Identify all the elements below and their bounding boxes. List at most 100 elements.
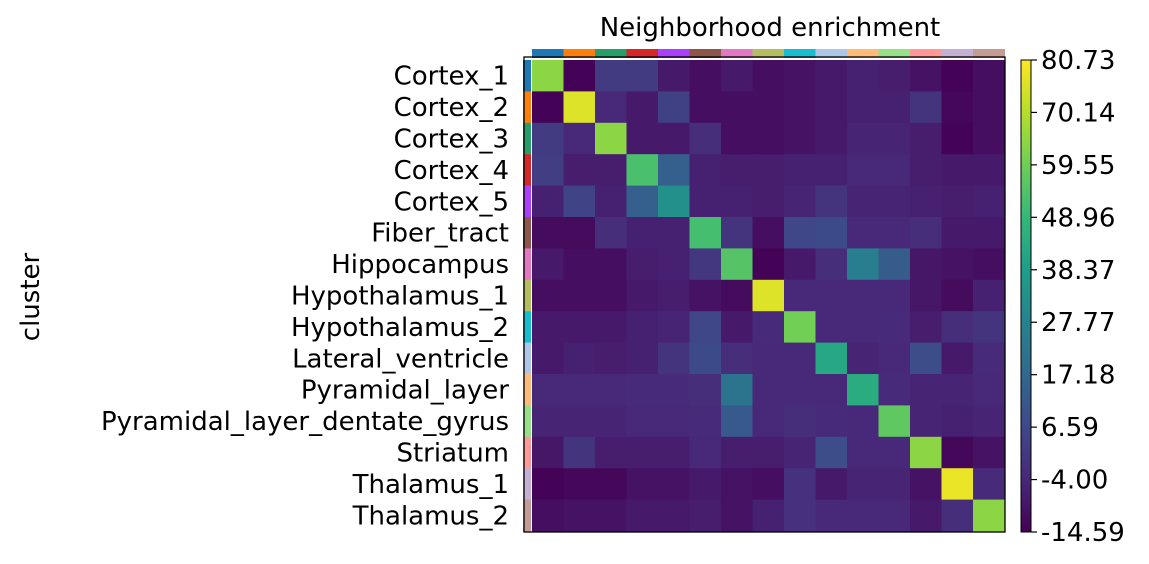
heatmap-cell (595, 217, 627, 249)
heatmap-cell (532, 60, 564, 92)
y-axis-label: cluster (16, 252, 46, 341)
heatmap-cell (878, 279, 911, 312)
heatmap-cell (658, 499, 690, 532)
heatmap-cell (878, 311, 911, 344)
heatmap-cell (973, 499, 1005, 532)
heatmap-cell (847, 374, 879, 406)
heatmap-cell (689, 217, 722, 249)
heatmap-cell (752, 60, 785, 92)
heatmap-cell (532, 311, 564, 344)
heatmap-cell (910, 311, 942, 344)
heatmap-cell (563, 342, 596, 375)
column-color-0 (532, 49, 564, 58)
heatmap-cell (752, 185, 785, 218)
heatmap-cell (847, 468, 879, 501)
heatmap-cell (626, 217, 659, 249)
heatmap-cell (847, 405, 879, 438)
heatmap-cell (784, 342, 816, 375)
heatmap-cell (815, 217, 848, 249)
heatmap-cell (658, 185, 690, 218)
heatmap-cell (910, 374, 942, 406)
heatmap-cell (784, 468, 816, 501)
heatmap-cell (847, 499, 879, 532)
heatmap-cell (973, 248, 1005, 281)
heatmap-cell (752, 374, 785, 406)
column-color-2 (595, 49, 627, 58)
heatmap-cell (595, 185, 627, 218)
heatmap-cell (752, 342, 785, 375)
heatmap-cell (689, 374, 722, 406)
heatmap-cell (721, 185, 753, 218)
row-color-14 (523, 499, 531, 532)
heatmap-cell (689, 311, 722, 344)
heatmap-cell (626, 405, 659, 438)
heatmap-cell (532, 91, 564, 124)
heatmap-cell (752, 499, 785, 532)
heatmap-cell (752, 217, 785, 249)
heatmap-cell (595, 468, 627, 501)
heatmap-cell (878, 374, 911, 406)
heatmap-cell (752, 468, 785, 501)
heatmap-cell (847, 185, 879, 218)
heatmap-cell (721, 60, 753, 92)
heatmap-cell (973, 342, 1005, 375)
heatmap-cell (878, 60, 911, 92)
heatmap-cell (721, 405, 753, 438)
heatmap-cell (532, 122, 564, 155)
row-color-2 (523, 122, 531, 155)
heatmap-cell (910, 499, 942, 532)
heatmap-cell (563, 279, 596, 312)
heatmap-cell (973, 468, 1005, 501)
heatmap-cell (626, 91, 659, 124)
column-color-6 (721, 49, 753, 58)
heatmap-cell (532, 279, 564, 312)
heatmap-cell (626, 436, 659, 469)
column-color-9 (815, 49, 848, 58)
heatmap-cell (658, 91, 690, 124)
heatmap-cell (973, 91, 1005, 124)
column-color-5 (689, 49, 722, 58)
heatmap-cell (941, 311, 974, 344)
heatmap-cell (721, 154, 753, 187)
row-color-10 (523, 374, 531, 406)
heatmap-cell (815, 91, 848, 124)
colorbar-tick-label: 38.37 (1041, 256, 1115, 286)
heatmap-cell (721, 499, 753, 532)
heatmap-cell (973, 374, 1005, 406)
heatmap-cell (847, 342, 879, 375)
row-label: Pyramidal_layer_dentate_gyrus (101, 407, 509, 437)
heatmap-cell (563, 499, 596, 532)
heatmap-cell (815, 342, 848, 375)
heatmap-cell (878, 436, 911, 469)
heatmap-cell (815, 248, 848, 281)
heatmap-cell (752, 405, 785, 438)
heatmap-cell (910, 248, 942, 281)
heatmap-cell (973, 436, 1005, 469)
column-color-13 (941, 49, 974, 58)
heatmap-cell (532, 374, 564, 406)
heatmap-cell (595, 311, 627, 344)
heatmap-cell (626, 311, 659, 344)
row-color-13 (523, 468, 531, 501)
heatmap-cell (658, 436, 690, 469)
heatmap-cell (595, 154, 627, 187)
heatmap-cell (563, 311, 596, 344)
heatmap-cell (689, 91, 722, 124)
heatmap-cell (689, 468, 722, 501)
colorbar-tick-label: 48.96 (1041, 203, 1115, 233)
column-color-1 (563, 49, 596, 58)
colorbar-tick-label: 80.73 (1041, 46, 1115, 76)
heatmap-cell (910, 185, 942, 218)
heatmap-cell (689, 248, 722, 281)
heatmap-cell (941, 374, 974, 406)
heatmap-cell (563, 405, 596, 438)
heatmap-cell (658, 468, 690, 501)
heatmap-cell (941, 122, 974, 155)
heatmap-cell (752, 436, 785, 469)
heatmap-cell (752, 311, 785, 344)
heatmap-cell (721, 342, 753, 375)
heatmap-cell (658, 342, 690, 375)
heatmap-cell (784, 185, 816, 218)
heatmap-cell (563, 154, 596, 187)
colorbar-tick-label: 70.14 (1041, 98, 1115, 128)
